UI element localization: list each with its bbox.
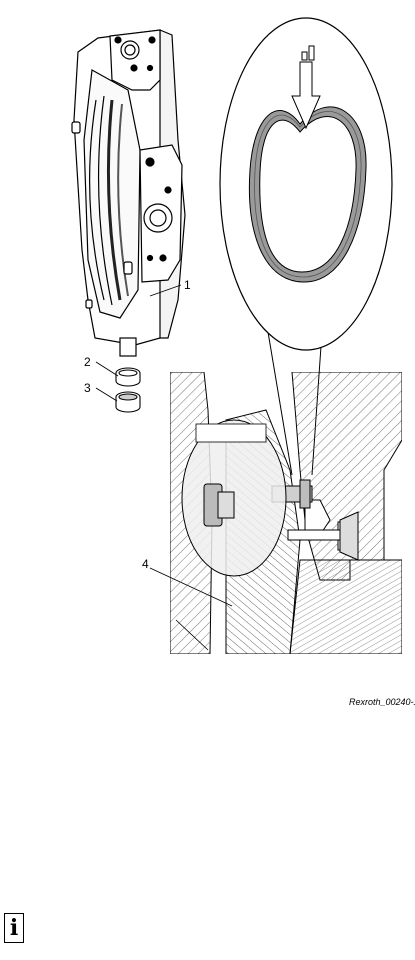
callout-3: 3 <box>84 381 91 395</box>
callout-2: 2 <box>84 355 91 369</box>
section-view <box>170 372 402 654</box>
callout-1: 1 <box>184 278 191 292</box>
detail-magnifier <box>219 17 393 476</box>
callout-4: 4 <box>142 557 149 571</box>
figure-reference: Rexroth_00240-19 <box>349 697 415 707</box>
deformed-seal-ring <box>248 106 367 283</box>
info-icon: i <box>4 913 24 943</box>
info-icon-letter: i <box>9 915 19 941</box>
press-direction-arrow-icon <box>291 45 321 130</box>
seal-ring-3 <box>115 391 141 413</box>
seal-ring-2 <box>115 367 141 387</box>
housing-part <box>71 29 186 357</box>
